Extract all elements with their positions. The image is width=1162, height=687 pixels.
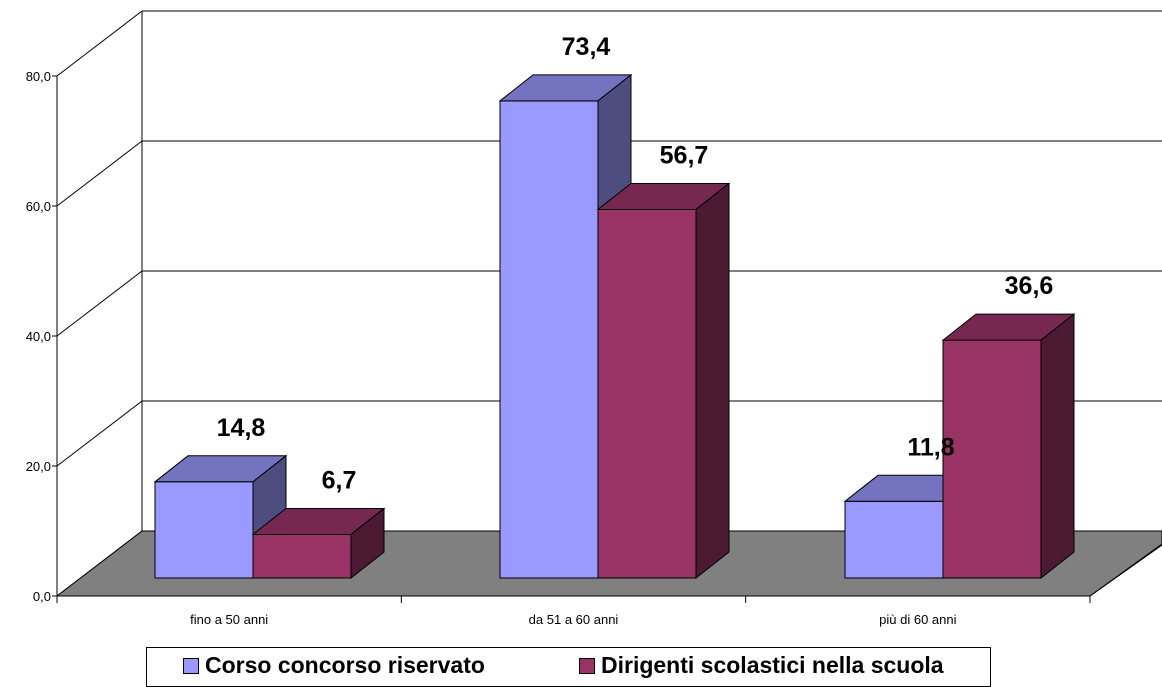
- bar-side: [350, 507, 385, 580]
- gridline-diagonal: [56, 10, 143, 77]
- legend-swatch-series-1: [183, 657, 199, 674]
- y-tick-label: 80,0: [26, 69, 51, 84]
- y-tick-label: 20,0: [26, 459, 51, 474]
- bar-2-2: [596, 182, 731, 580]
- bar-front: [597, 208, 697, 579]
- data-label: 36,6: [1005, 272, 1054, 300]
- legend-item-series-2: Dirigenti scolastici nella scuola: [579, 652, 944, 679]
- gridline-diagonal: [56, 140, 143, 207]
- bar-front: [154, 481, 254, 579]
- bar-front: [252, 533, 352, 579]
- bar-side: [1040, 313, 1075, 580]
- gridline-diagonal: [56, 400, 143, 467]
- chart-bars: [153, 73, 1076, 580]
- y-tick-label: 40,0: [26, 329, 51, 344]
- data-label: 14,8: [217, 414, 266, 442]
- bar-side: [695, 182, 730, 580]
- bar-front: [844, 500, 944, 579]
- bar-2-1: [251, 507, 386, 580]
- chart-legend: Corso concorso riservato Dirigenti scola…: [146, 647, 991, 687]
- gridline-diagonal: [56, 270, 143, 337]
- data-label: 6,7: [322, 466, 357, 494]
- bar-front: [499, 100, 599, 579]
- chart-labels: 0,0 20,0 40,0 60,0 80,0 fino a 50 anni 14,8 6,7…: [26, 33, 1054, 627]
- bar-front: [942, 339, 1042, 579]
- x-category-label: da 51 a 60 anni: [529, 612, 619, 627]
- data-label: 73,4: [562, 33, 611, 61]
- y-tick-label: 60,0: [26, 199, 51, 214]
- legend-item-series-1: Corso concorso riservato: [183, 652, 485, 679]
- bar-1-1: [153, 454, 288, 580]
- legend-label-series-2: Dirigenti scolastici nella scuola: [601, 652, 944, 678]
- data-label: 56,7: [660, 141, 709, 169]
- bar-2-3: [941, 313, 1076, 580]
- data-label: 11,8: [907, 433, 954, 461]
- legend-label-series-1: Corso concorso riservato: [205, 652, 485, 678]
- chart-axes: [52, 75, 1162, 603]
- x-category-label: fino a 50 anni: [190, 612, 268, 627]
- x-category-label: più di 60 anni: [879, 612, 956, 627]
- y-tick-label: 0,0: [33, 589, 51, 604]
- x-axis-depth: [1089, 543, 1162, 597]
- legend-swatch-series-2: [579, 657, 595, 674]
